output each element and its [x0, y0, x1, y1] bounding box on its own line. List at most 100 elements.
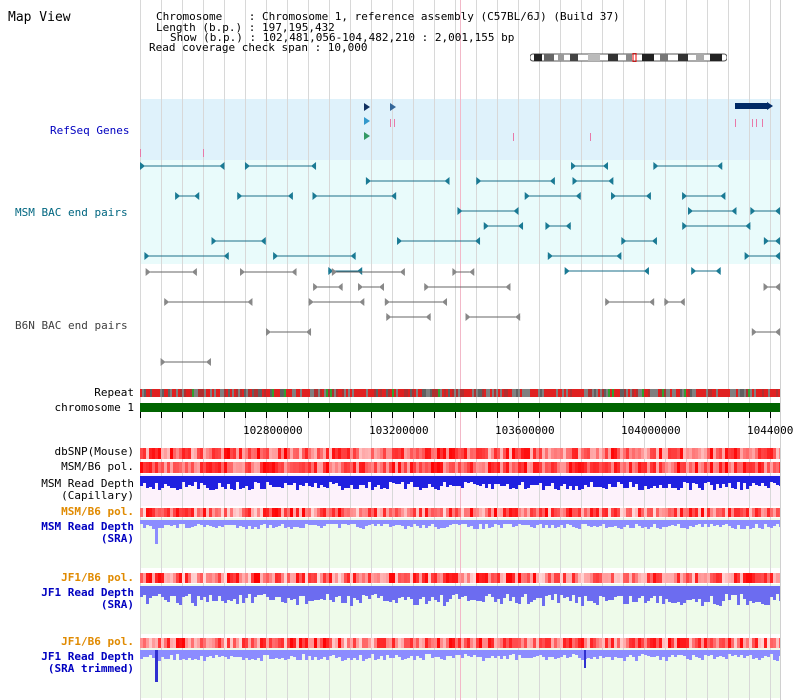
- read-depth-bar: [536, 650, 539, 656]
- msm-bac-end: [731, 207, 737, 215]
- read-depth-bar: [269, 650, 272, 659]
- b6n-bac-end: [378, 283, 384, 291]
- read-depth-bar: [305, 586, 308, 604]
- read-depth-bar: [776, 586, 779, 594]
- repeat-element: [708, 389, 710, 397]
- read-depth-bar: [650, 476, 653, 488]
- msm-bac-end: [621, 237, 627, 245]
- polymorphism-cell: [623, 573, 626, 583]
- read-depth-bar: [695, 650, 698, 657]
- polymorphism-cell: [650, 573, 653, 583]
- polymorphism-cell: [413, 508, 416, 517]
- polymorphism-cell: [740, 573, 743, 583]
- read-depth-bar: [428, 520, 431, 526]
- polymorphism-cell: [410, 638, 413, 648]
- read-depth-bar: [242, 650, 245, 660]
- polymorphism-cell: [479, 573, 482, 583]
- polymorphism-cell: [425, 508, 428, 517]
- polymorphism-cell: [188, 462, 191, 473]
- msm-bac-end: [391, 192, 397, 200]
- read-depth-bar: [200, 586, 203, 600]
- polymorphism-cell: [617, 462, 620, 473]
- polymorphism-cell: [431, 638, 434, 648]
- polymorphism-cell: [710, 448, 713, 459]
- read-depth-bar: [191, 520, 194, 527]
- polymorphism-cell: [245, 448, 248, 459]
- polymorphism-cell: [548, 638, 551, 648]
- msm-bac-end: [328, 267, 334, 275]
- polymorphism-cell: [152, 573, 155, 583]
- repeat-element: [742, 389, 744, 397]
- polymorphism-cell: [290, 462, 293, 473]
- polymorphism-cell: [665, 638, 668, 648]
- repeat-element: [762, 389, 764, 397]
- read-depth-bar: [299, 520, 302, 528]
- read-depth-bar: [581, 476, 584, 489]
- read-depth-bar: [446, 520, 449, 527]
- read-depth-bar: [377, 476, 380, 485]
- read-depth-bar: [455, 476, 458, 486]
- polymorphism-cell: [176, 638, 179, 648]
- read-depth-bar: [437, 650, 440, 657]
- polymorphism-cell: [524, 638, 527, 648]
- polymorphism-cell: [206, 448, 209, 459]
- repeat-element: [288, 389, 290, 397]
- read-depth-bar: [488, 650, 491, 658]
- read-depth-bar: [200, 520, 203, 525]
- label-b6n-bac[interactable]: B6N BAC end pairs: [15, 319, 128, 332]
- msm-bac-end: [260, 237, 266, 245]
- polymorphism-cell: [188, 638, 191, 648]
- polymorphism-cell: [716, 573, 719, 583]
- polymorphism-cell: [413, 448, 416, 459]
- polymorphism-cell: [188, 573, 191, 583]
- polymorphism-cell: [755, 508, 758, 517]
- b6n-bac-end: [664, 298, 670, 306]
- read-depth-bar: [188, 586, 191, 594]
- read-depth-bar: [473, 586, 476, 600]
- repeat-element: [376, 389, 378, 397]
- read-depth-bar: [320, 650, 323, 659]
- label-msm-bac[interactable]: MSM BAC end pairs: [15, 206, 128, 219]
- b6n-bac-end: [605, 298, 611, 306]
- read-depth-bar: [776, 476, 779, 485]
- msm-bac-end: [763, 237, 769, 245]
- read-depth-bar: [344, 650, 347, 660]
- polymorphism-cell: [500, 573, 503, 583]
- polymorphism-cell: [503, 638, 506, 648]
- polymorphism-cell: [650, 448, 653, 459]
- polymorphism-cell: [338, 448, 341, 459]
- read-depth-bar: [257, 520, 260, 529]
- read-depth-bar: [188, 476, 191, 485]
- repeat-element: [342, 389, 344, 397]
- read-depth-bar: [164, 520, 167, 525]
- polymorphism-cell: [266, 462, 269, 473]
- label-refseq-genes[interactable]: RefSeq Genes: [50, 124, 130, 137]
- read-depth-bar: [641, 520, 644, 528]
- repeat-element: [476, 389, 478, 397]
- polymorphism-cell: [581, 573, 584, 583]
- read-depth-bar: [140, 520, 143, 524]
- polymorphism-cell: [662, 573, 665, 583]
- polymorphism-cell: [149, 638, 152, 648]
- repeat-element: [302, 389, 304, 397]
- feature-tracks[interactable]: [140, 0, 780, 700]
- repeat-element: [222, 389, 224, 397]
- read-depth-bar: [512, 586, 515, 597]
- read-depth-bar: [671, 586, 674, 603]
- read-depth-bar: [602, 476, 605, 488]
- read-depth-bar: [512, 476, 515, 488]
- read-depth-bar: [275, 650, 278, 658]
- polymorphism-cell: [674, 573, 677, 583]
- read-depth-bar: [611, 650, 614, 660]
- read-depth-bar: [647, 520, 650, 529]
- repeat-element: [216, 389, 218, 397]
- read-depth-bar: [482, 520, 485, 529]
- repeat-element: [188, 389, 190, 397]
- polymorphism-cell: [401, 462, 404, 473]
- polymorphism-cell: [752, 508, 755, 517]
- chromosome-ideogram[interactable]: [530, 53, 727, 62]
- read-depth-bar: [581, 586, 584, 606]
- polymorphism-cell: [332, 508, 335, 517]
- polymorphism-cell: [467, 573, 470, 583]
- polymorphism-cell: [170, 508, 173, 517]
